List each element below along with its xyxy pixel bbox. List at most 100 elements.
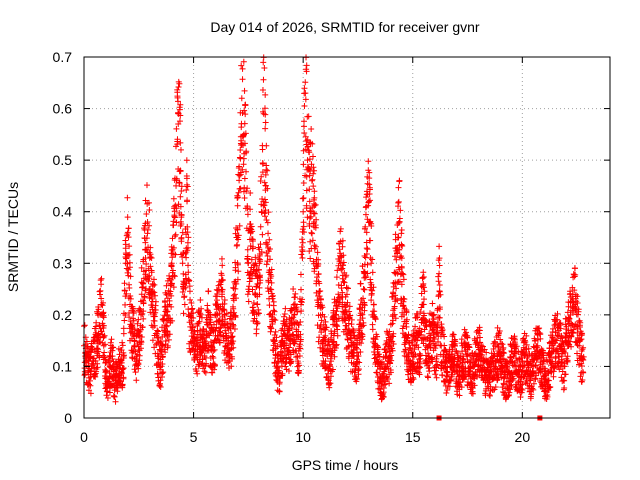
data-point — [499, 341, 506, 348]
data-point — [211, 346, 218, 353]
data-point — [204, 307, 211, 314]
data-point — [398, 242, 405, 249]
data-point — [355, 366, 362, 373]
data-point — [374, 333, 381, 340]
data-point — [194, 370, 201, 377]
data-point — [234, 194, 241, 201]
data-point — [357, 310, 364, 317]
y-tick-label: 0.2 — [53, 307, 73, 323]
data-point — [544, 391, 551, 398]
data-point — [361, 307, 368, 314]
data-point — [455, 381, 462, 388]
data-point — [437, 291, 444, 298]
data-point — [303, 173, 310, 180]
data-point — [421, 312, 428, 319]
data-point — [146, 222, 153, 229]
data-point — [394, 234, 401, 241]
data-point — [432, 362, 439, 369]
data-point — [473, 353, 480, 360]
data-point — [341, 316, 348, 323]
data-point — [319, 337, 326, 344]
data-point — [253, 318, 260, 325]
data-point — [136, 357, 143, 364]
data-point — [318, 317, 325, 324]
data-point — [102, 341, 109, 348]
data-point — [270, 307, 277, 314]
data-point — [164, 311, 171, 318]
data-point — [336, 246, 343, 253]
data-point — [444, 386, 451, 393]
data-point — [419, 274, 426, 281]
data-point — [261, 210, 268, 217]
x-tick-label: 0 — [80, 429, 88, 445]
data-point — [168, 280, 175, 287]
data-point — [120, 353, 127, 360]
data-point — [288, 359, 295, 366]
data-point — [94, 364, 101, 371]
data-point — [250, 300, 257, 307]
data-point — [232, 312, 239, 319]
data-point — [258, 208, 265, 215]
data-point — [343, 291, 350, 298]
data-point — [282, 320, 289, 327]
data-point — [333, 274, 340, 281]
data-point — [346, 327, 353, 334]
data-point — [238, 124, 245, 131]
data-point — [164, 277, 171, 284]
data-point — [120, 330, 127, 337]
data-point — [396, 219, 403, 226]
data-point — [263, 261, 270, 268]
data-point — [253, 326, 260, 333]
data-point — [570, 309, 577, 316]
data-point — [124, 269, 131, 276]
data-point — [492, 383, 499, 390]
data-point — [230, 344, 237, 351]
data-point — [557, 319, 564, 326]
data-point — [292, 294, 299, 301]
data-point — [478, 342, 485, 349]
data-point — [255, 266, 262, 273]
data-point — [364, 270, 371, 277]
data-point — [315, 270, 322, 277]
data-point — [125, 225, 132, 232]
data-point — [131, 366, 138, 373]
data-point — [348, 321, 355, 328]
data-point — [239, 65, 246, 72]
data-point — [371, 308, 378, 315]
axis-ticks: 0 0.1 0.2 0.3 0.4 0.5 0.6 0.7 0 5 10 15 20 — [53, 49, 610, 445]
data-point — [387, 348, 394, 355]
data-point — [516, 355, 523, 362]
data-point — [145, 278, 152, 285]
data-point — [309, 230, 316, 237]
data-point — [196, 318, 203, 325]
data-point — [219, 291, 226, 298]
data-point — [405, 371, 412, 378]
data-point — [550, 373, 557, 380]
data-point — [390, 311, 397, 318]
data-point — [389, 347, 396, 354]
data-point — [560, 363, 567, 370]
data-point — [244, 253, 251, 260]
data-point — [266, 302, 273, 309]
data-point — [369, 321, 376, 328]
data-point — [360, 269, 367, 276]
data-point — [430, 316, 437, 323]
y-tick-label: 0.6 — [53, 101, 73, 117]
data-point — [151, 281, 158, 288]
data-point — [504, 385, 511, 392]
data-point — [211, 366, 218, 373]
data-point — [264, 185, 271, 192]
plot-frame — [83, 56, 611, 419]
data-point — [166, 301, 173, 308]
data-point — [346, 308, 353, 315]
data-point — [392, 315, 399, 322]
data-point — [151, 289, 158, 296]
data-point — [163, 307, 170, 314]
data-point — [140, 299, 147, 306]
data-point — [469, 355, 476, 362]
data-point — [360, 319, 367, 326]
data-point — [335, 291, 342, 298]
data-point — [265, 244, 272, 251]
data-point — [424, 373, 431, 380]
data-point — [135, 332, 142, 339]
